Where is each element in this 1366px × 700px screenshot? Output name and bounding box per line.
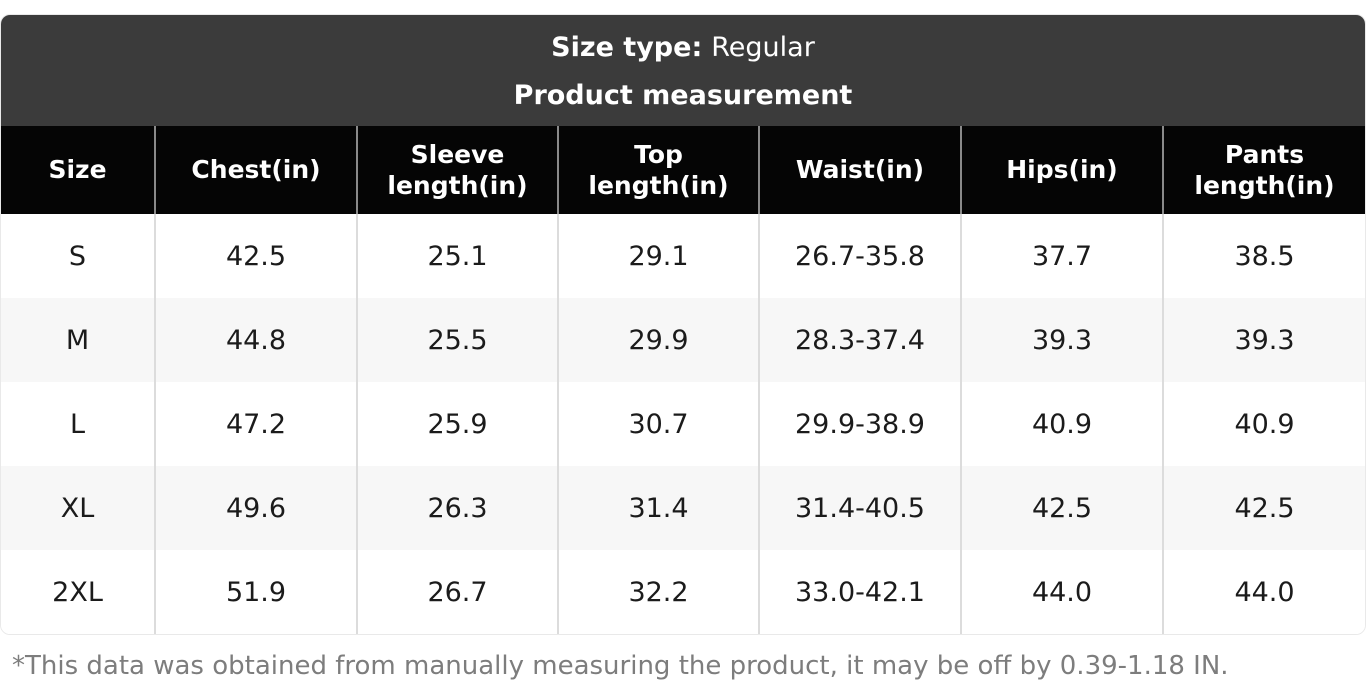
measurement-cell: 26.3: [356, 466, 558, 550]
measurement-cell: 28.3-37.4: [758, 298, 961, 382]
table-header-row: Size Chest(in) Sleeve length(in) Top len…: [1, 126, 1365, 214]
measurement-cell: 39.3: [1162, 298, 1365, 382]
size-cell: 2XL: [52, 576, 103, 608]
measurement-cell: 29.9-38.9: [758, 382, 961, 466]
measurement-cell: 25.9: [356, 382, 558, 466]
measurement-cell: 30.7: [557, 382, 759, 466]
measurement-cell: 37.7: [960, 214, 1163, 298]
table-header: Size Chest(in) Sleeve length(in) Top len…: [1, 126, 1365, 214]
table-row: M 44.8 25.5 29.9 28.3-37.4 39.3 39.3: [1, 298, 1365, 382]
table-row: S 42.5 25.1 29.1 26.7-35.8 37.7 38.5: [1, 214, 1365, 298]
measurement-cell: 49.6: [154, 466, 357, 550]
size-type-label: Size type:: [551, 32, 703, 63]
column-header-size: Size: [1, 126, 155, 214]
measurement-cell: 26.7-35.8: [758, 214, 961, 298]
column-header-top-length: Top length(in): [557, 126, 759, 214]
size-type-line: Size type: Regular: [551, 32, 815, 63]
table-row: XL 49.6 26.3 31.4 31.4-40.5 42.5 42.5: [1, 466, 1365, 550]
measurement-cell: 40.9: [1162, 382, 1365, 466]
measurement-cell: 32.2: [557, 550, 759, 634]
column-header-waist: Waist(in): [758, 126, 961, 214]
measurement-cell: 39.3: [960, 298, 1163, 382]
size-cell: M: [65, 324, 90, 356]
column-header-sleeve: Sleeve length(in): [356, 126, 558, 214]
measurement-cell: 44.0: [1162, 550, 1365, 634]
measurement-cell: 44.0: [960, 550, 1163, 634]
column-header-hips: Hips(in): [960, 126, 1163, 214]
column-header-pants-length: Pants length(in): [1162, 126, 1365, 214]
measurement-cell: 47.2: [154, 382, 357, 466]
measurement-cell: 26.7: [356, 550, 558, 634]
table-row: 2XL 51.9 26.7 32.2 33.0-42.1 44.0 44.0: [1, 550, 1365, 634]
measurement-cell: 38.5: [1162, 214, 1365, 298]
size-measurement-table: Size Chest(in) Sleeve length(in) Top len…: [1, 126, 1365, 634]
measurement-cell: 44.8: [154, 298, 357, 382]
measurement-cell: 40.9: [960, 382, 1163, 466]
size-cell: XL: [60, 492, 95, 524]
size-cell: S: [68, 240, 87, 272]
measurement-cell: 25.5: [356, 298, 558, 382]
measurement-cell: 42.5: [154, 214, 357, 298]
measurement-cell: 42.5: [1162, 466, 1365, 550]
measurement-cell: 51.9: [154, 550, 357, 634]
measurement-cell: 42.5: [960, 466, 1163, 550]
measurement-cell: 29.9: [557, 298, 759, 382]
table-body: S 42.5 25.1 29.1 26.7-35.8 37.7 38.5 M 44.8 25.5 2…: [1, 214, 1365, 634]
measurement-disclaimer: *This data was obtained from manually me…: [12, 651, 1229, 681]
size-cell: L: [69, 408, 86, 440]
measurement-cell: 31.4-40.5: [758, 466, 961, 550]
table-row: L 47.2 25.9 30.7 29.9-38.9 40.9 40.9: [1, 382, 1365, 466]
size-type-value: Regular: [711, 32, 815, 63]
measurement-cell: 29.1: [557, 214, 759, 298]
measurement-cell: 31.4: [557, 466, 759, 550]
product-measurement-title: Product measurement: [513, 80, 853, 111]
size-chart-banner: Size type: Regular Product measurement: [1, 15, 1365, 126]
column-header-chest: Chest(in): [154, 126, 357, 214]
size-chart-card: Size type: Regular Product measurement S…: [0, 14, 1366, 635]
measurement-cell: 25.1: [356, 214, 558, 298]
measurement-cell: 33.0-42.1: [758, 550, 961, 634]
